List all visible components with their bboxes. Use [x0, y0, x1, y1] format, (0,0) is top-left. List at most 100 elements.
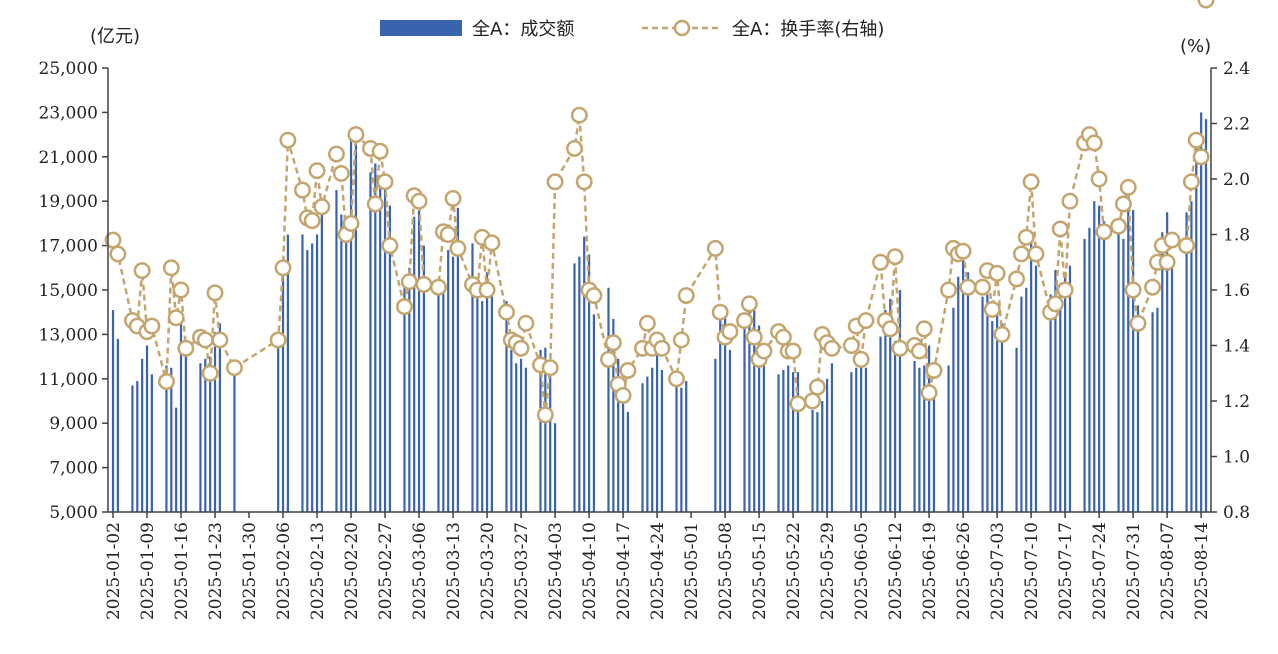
x-tick-label: 2025-04-17 — [614, 522, 634, 620]
rate-point-2025-01-10 — [143, 317, 161, 335]
bar-2025-06-18 — [923, 365, 926, 512]
bar-2025-04-21 — [641, 383, 644, 512]
rate-point-2025-07-11 — [1027, 245, 1045, 263]
bar-2025-01-27 — [233, 372, 236, 512]
bar-2025-04-02 — [549, 374, 552, 512]
bar-2025-02-12 — [311, 243, 314, 512]
bar-2025-01-16 — [179, 323, 183, 512]
rate-point-2025-02-27 — [376, 173, 394, 191]
bar-2025-07-01 — [986, 294, 989, 512]
bar-2025-01-03 — [116, 338, 119, 512]
bar-2025-03-27 — [519, 358, 523, 512]
rate-point-2025-02-21 — [347, 126, 365, 144]
rate-point-2025-06-27 — [959, 278, 977, 296]
x-tick-label: 2025-06-26 — [954, 522, 974, 620]
bar-2025-01-09 — [145, 345, 149, 512]
rate-point-2025-06-11 — [881, 320, 899, 338]
rate-point-2025-06-05 — [852, 350, 870, 368]
rate-point-2025-07-31 — [1124, 281, 1142, 299]
x-tick-label: 2025-06-12 — [886, 522, 906, 620]
rate-point-2025-07-02 — [983, 300, 1001, 318]
bar-2025-04-28 — [675, 372, 678, 512]
bar-2025-07-17 — [1064, 272, 1067, 512]
bar-2025-06-24 — [952, 307, 955, 512]
x-tick-label: 2025-08-07 — [1158, 522, 1178, 620]
bar-2025-03-12 — [447, 250, 450, 513]
bar-2025-05-08 — [723, 312, 727, 512]
rate-point-2025-03-20 — [478, 281, 496, 299]
rate-point-2025-06-23 — [940, 281, 957, 299]
bar-2025-07-21 — [1083, 238, 1086, 512]
rate-point-2025-07-25 — [1095, 223, 1113, 241]
bar-2025-03-14 — [456, 207, 459, 513]
rate-point-2025-08-11 — [1178, 237, 1196, 255]
bar-2025-03-03 — [403, 283, 406, 512]
x-tick-label: 2025-04-10 — [580, 522, 600, 620]
right-tick-label: 0.8 — [1223, 503, 1250, 523]
bar-2025-04-10 — [587, 254, 591, 513]
rate-point-2025-02-10 — [294, 181, 311, 199]
x-tick-label: 2025-07-03 — [988, 522, 1008, 620]
axes — [107, 68, 1212, 513]
bar-2025-01-15 — [175, 407, 178, 512]
rate-point-2025-06-06 — [857, 312, 875, 329]
rate-point-2025-01-16 — [172, 281, 190, 299]
x-tick-label: 2025-01-09 — [138, 522, 158, 620]
rate-point-2025-01-21 — [196, 331, 214, 349]
bar-2025-08-11 — [1185, 212, 1188, 513]
bar-2025-05-22 — [791, 372, 795, 512]
rate-point-2025-05-26 — [804, 392, 821, 410]
bar-2025-06-04 — [855, 367, 858, 512]
left-tick-label: 7,000 — [49, 459, 98, 479]
bar-2025-03-31 — [539, 349, 542, 512]
bar-2025-02-14 — [320, 201, 323, 512]
rate-point-2025-05-12 — [736, 312, 753, 329]
bar-2025-07-11 — [1034, 265, 1038, 512]
bar-2025-03-17 — [471, 243, 474, 512]
legend-bar-swatch — [380, 20, 462, 36]
bar-2025-03-28 — [524, 367, 528, 512]
bar-2025-04-23 — [651, 367, 654, 512]
legend-line-label: 全A：换手率(右轴) — [732, 19, 884, 40]
rate-point-2025-07-16 — [1051, 220, 1069, 238]
axis-ticks — [102, 67, 1217, 518]
bar-2025-08-13 — [1195, 136, 1198, 512]
bar-2025-02-13 — [315, 234, 319, 512]
rate-point-2025-04-09 — [575, 173, 593, 191]
rate-point-2025-05-27 — [808, 378, 826, 396]
rate-point-2025-07-03 — [988, 264, 1006, 282]
bar-2025-07-25 — [1102, 221, 1106, 512]
rate-point-2025-06-30 — [974, 278, 991, 296]
bar-2025-07-30 — [1127, 210, 1130, 512]
rate-point-2025-08-08 — [1163, 231, 1181, 249]
rate-point-2025-01-23 — [206, 284, 224, 302]
bar-2025-08-12 — [1190, 201, 1193, 512]
rate-point-2025-05-23 — [789, 395, 807, 413]
rate-point-2025-05-06 — [706, 239, 724, 257]
bar-2025-08-07 — [1166, 212, 1169, 513]
bar-2025-05-21 — [787, 365, 790, 512]
bar-2025-07-04 — [1000, 323, 1004, 512]
bar-2025-03-10 — [437, 281, 440, 512]
bar-2025-06-05 — [860, 358, 863, 512]
bar-2025-07-16 — [1059, 283, 1062, 512]
rate-point-2025-03-12 — [439, 226, 457, 243]
rate-point-2025-03-27 — [512, 339, 530, 357]
bar-2025-04-17 — [621, 394, 625, 512]
bar-2025-08-15 — [1204, 119, 1208, 512]
x-tick-label: 2025-08-14 — [1192, 522, 1212, 620]
bar-2025-05-27 — [816, 412, 819, 512]
bar-2025-06-26 — [962, 258, 965, 512]
x-tick-label: 2025-01-16 — [172, 522, 192, 620]
bar-2025-04-24 — [655, 347, 659, 512]
rate-point-2025-04-28 — [668, 370, 685, 388]
left-tick-label: 15,000 — [39, 281, 98, 301]
rate-point-2025-08-04 — [1144, 278, 1162, 296]
bar-2025-02-10 — [301, 234, 304, 512]
rate-point-2025-05-30 — [823, 339, 841, 357]
rate-point-2025-05-09 — [721, 323, 739, 341]
bar-2025-07-10 — [1030, 238, 1033, 512]
bar-2025-08-04 — [1151, 312, 1154, 512]
bar-series-turnover-amount — [111, 112, 1208, 513]
